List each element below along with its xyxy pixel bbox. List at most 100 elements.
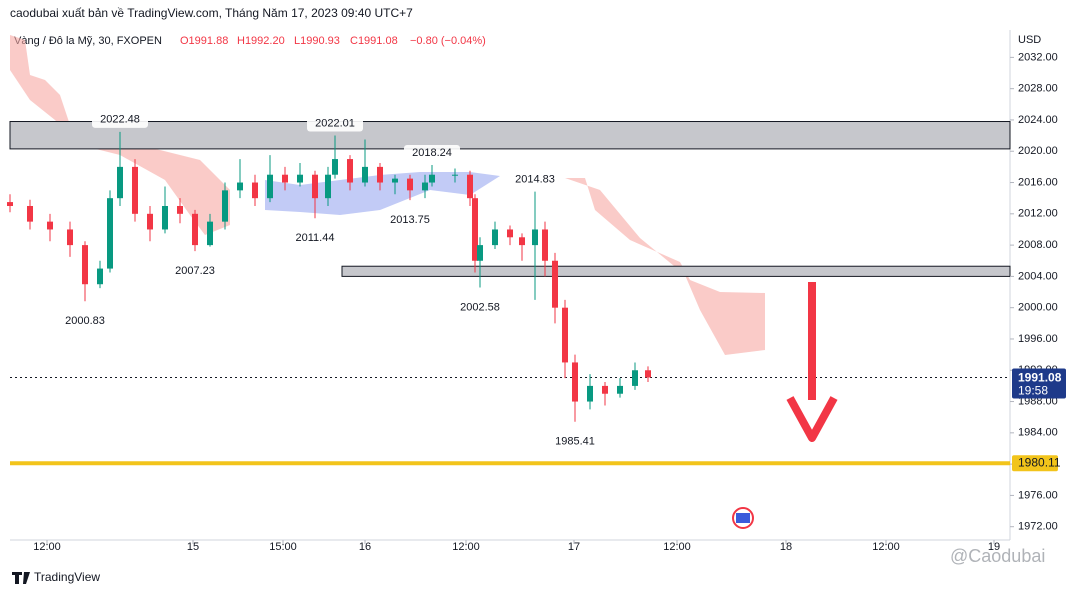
candle-body (97, 268, 103, 285)
annotation-label: 2000.83 (65, 315, 105, 327)
candle-body (587, 385, 593, 402)
brand-logo (12, 572, 30, 584)
annotation-box (287, 230, 343, 247)
candle-body (325, 174, 331, 199)
ohlc-low: L1990.93 (294, 35, 340, 47)
annotation-label: 2014.83 (515, 174, 555, 186)
ichimoku-cloud (10, 35, 230, 235)
candle-body (492, 229, 498, 246)
candle-body (477, 245, 483, 261)
candle-body (207, 221, 213, 246)
x-tick-label: 16 (359, 541, 371, 553)
annotation-box (382, 212, 438, 229)
candle-body (67, 229, 73, 246)
candle-body (532, 229, 538, 246)
candle-body (632, 370, 638, 386)
annotation-label: 2007.23 (175, 265, 215, 277)
y-tick-label: 1972.00 (1018, 521, 1058, 533)
candle-body (392, 178, 398, 183)
annotation-box (307, 115, 363, 132)
watermark: @Caodubai (950, 546, 1045, 566)
candle-body (237, 182, 243, 191)
candle-body (467, 174, 473, 199)
y-tick-label: 2020.00 (1018, 145, 1058, 157)
candle-body (542, 229, 548, 261)
candle-body (252, 182, 258, 199)
y-tick-label: 1996.00 (1018, 333, 1058, 345)
y-tick-label: 1984.00 (1018, 427, 1058, 439)
symbol: Vàng / Đô la Mỹ, 30, FXOPEN (14, 35, 162, 47)
last-price-time: 19:58 (1018, 384, 1048, 398)
candle-body (347, 159, 353, 183)
x-tick-label: 12:00 (663, 541, 691, 553)
ohlc-close: C1991.08 (350, 35, 398, 47)
annotation-label: 2022.48 (100, 114, 140, 126)
price-zone (9, 121, 1011, 150)
candle-body (282, 174, 288, 183)
y-tick-label: 2000.00 (1018, 302, 1058, 314)
annotation-box (507, 171, 563, 188)
annotation-label: 2018.24 (412, 147, 452, 159)
level-label: 1980.11 (1018, 455, 1061, 469)
annotation-box (167, 263, 223, 280)
candle-body (82, 245, 88, 285)
candle-body (645, 370, 651, 378)
x-tick-label: 15 (187, 541, 199, 553)
x-tick-label: 12:00 (33, 541, 61, 553)
annotation-box (452, 299, 508, 316)
down-arrow (786, 282, 838, 442)
y-tick-label: 2016.00 (1018, 176, 1058, 188)
publisher: caodubai xuất bản về TradingView.com, Th… (10, 6, 413, 20)
ohlc-high: H1992.20 (237, 35, 285, 47)
candle-body (452, 174, 458, 176)
annotation-box (404, 145, 460, 162)
candle-body (47, 221, 53, 230)
annotation-box (92, 111, 148, 128)
annotation-label: 2013.75 (390, 214, 430, 226)
annotation-label: 2022.01 (315, 117, 355, 129)
candle-body (297, 174, 303, 183)
x-tick-label: 17 (568, 541, 580, 553)
candle-body (27, 205, 33, 222)
x-tick-label: 19 (988, 541, 1000, 553)
price-zone (341, 265, 1011, 277)
ichimoku-cloud (265, 172, 500, 215)
candle-body (519, 237, 525, 246)
candle-body (472, 198, 478, 261)
candle-body (617, 385, 623, 394)
y-tick-label: 2024.00 (1018, 114, 1058, 126)
candle-body (422, 182, 428, 191)
x-tick-label: 18 (780, 541, 792, 553)
candle-body (162, 205, 168, 230)
ohlc-change: −0.80 (−0.04%) (410, 35, 486, 47)
candle-body (222, 190, 228, 222)
annotation-box (547, 433, 603, 450)
y-tick-label: 2032.00 (1018, 51, 1058, 63)
candle-body (562, 307, 568, 363)
annotation-label: 1985.41 (555, 436, 595, 448)
ichimoku-cloud (565, 178, 765, 355)
candle-body (312, 174, 318, 199)
y-tick-label: 2008.00 (1018, 239, 1058, 251)
candle-body (7, 202, 13, 206)
candle-body (507, 229, 513, 238)
brand: TradingView (34, 570, 100, 584)
candle-body (572, 362, 578, 402)
x-tick-label: 12:00 (872, 541, 900, 553)
candle-body (429, 174, 435, 183)
annotation-label: 2002.58 (460, 301, 500, 313)
ohlc-open: O1991.88 (180, 35, 228, 47)
candle-body (552, 260, 558, 308)
candle-body (117, 166, 123, 199)
candle-body (192, 213, 198, 246)
candle-body (377, 166, 383, 183)
level-tag (1012, 455, 1058, 472)
candle-body (147, 213, 153, 230)
y-tick-label: 2028.00 (1018, 83, 1058, 95)
y-tick-label: 2004.00 (1018, 270, 1058, 282)
x-tick-label: 15:00 (269, 541, 297, 553)
last-price-tag (1012, 368, 1066, 399)
